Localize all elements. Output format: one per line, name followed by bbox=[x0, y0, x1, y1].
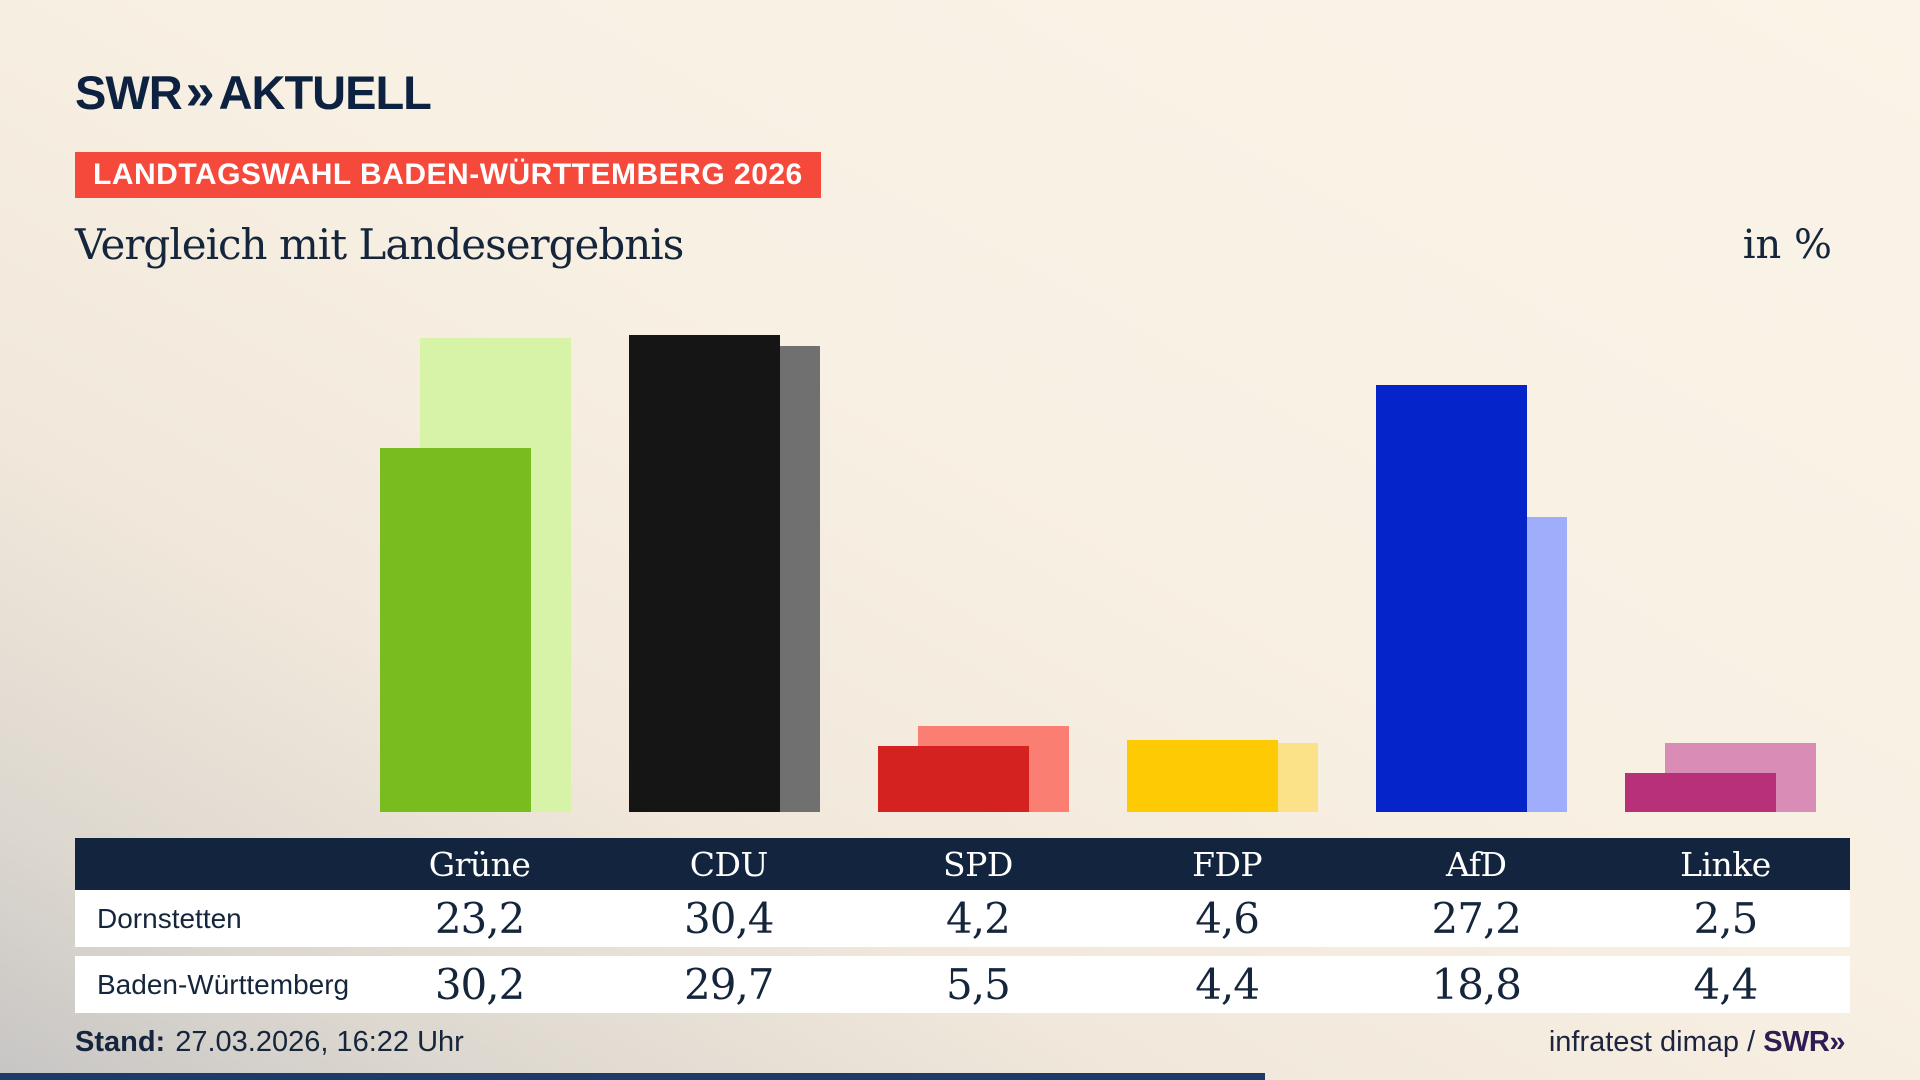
election-badge-label: LANDTAGSWAHL BADEN-WÜRTTEMBERG 2026 bbox=[93, 158, 803, 191]
header-cell-afd: AfD bbox=[1446, 844, 1507, 884]
election-badge: LANDTAGSWAHL BADEN-WÜRTTEMBERG 2026 bbox=[75, 152, 821, 198]
table-row-badenwuerttemberg: Baden-Württemberg 30,2 29,7 5,5 4,4 18,8 4,4 bbox=[75, 956, 1850, 1013]
timestamp-label: Stand: bbox=[75, 1026, 166, 1058]
bar-front-spd bbox=[878, 746, 1029, 812]
value-cell-afd: 18,8 bbox=[1431, 960, 1523, 1009]
source-text: infratest dimap / bbox=[1548, 1026, 1756, 1058]
value-cell-linke: 2,5 bbox=[1693, 894, 1759, 943]
table-header-row: Grüne CDU SPD FDP AfD Linke bbox=[75, 838, 1850, 890]
value-cell-cdu: 29,7 bbox=[684, 960, 775, 1009]
source-swr-brand: SWR» bbox=[1763, 1026, 1845, 1058]
bar-front-grüne bbox=[380, 448, 531, 812]
swr-aktuell-logo: SWR» AKTUELL bbox=[75, 62, 432, 122]
table-row-dornstetten: Dornstetten 23,2 30,4 4,2 4,6 27,2 2,5 bbox=[75, 890, 1850, 947]
row-label: Dornstetten bbox=[97, 902, 242, 934]
value-cell-spd: 5,5 bbox=[946, 960, 1011, 1009]
value-cell-fdp: 4,6 bbox=[1195, 894, 1260, 943]
header-cell-fdp: FDP bbox=[1192, 844, 1263, 884]
bar-front-fdp bbox=[1127, 740, 1278, 812]
value-cell-spd: 4,2 bbox=[946, 894, 1011, 943]
unit-label: in % bbox=[1742, 222, 1832, 268]
chart-title: Vergleich mit Landesergebnis bbox=[75, 220, 684, 269]
header-cell-cdu: CDU bbox=[689, 844, 769, 884]
source-credit: infratest dimap / SWR» bbox=[1548, 1026, 1846, 1059]
header-cell-linke: Linke bbox=[1680, 844, 1771, 884]
row-label: Baden-Württemberg bbox=[97, 968, 350, 1000]
swr-logo-text: SWR bbox=[75, 66, 183, 119]
bar-chart bbox=[380, 335, 1816, 812]
bar-front-afd bbox=[1376, 385, 1527, 812]
header-cell-spd: SPD bbox=[943, 844, 1013, 884]
aktuell-logo-text: AKTUELL bbox=[218, 66, 432, 119]
value-cell-fdp: 4,4 bbox=[1195, 960, 1260, 1009]
progress-bar bbox=[0, 1073, 1265, 1080]
timestamp-value: 27.03.2026, 16:22 Uhr bbox=[175, 1026, 464, 1058]
bar-front-linke bbox=[1625, 773, 1776, 812]
value-cell-grüne: 30,2 bbox=[434, 960, 526, 1009]
results-table: Grüne CDU SPD FDP AfD Linke Dornstetten 23,2 30… bbox=[75, 838, 1850, 1013]
header-cell-grüne: Grüne bbox=[428, 844, 531, 884]
timestamp: Stand: 27.03.2026, 16:22 Uhr bbox=[75, 1026, 464, 1059]
value-cell-cdu: 30,4 bbox=[684, 894, 775, 943]
value-cell-afd: 27,2 bbox=[1431, 894, 1523, 943]
value-cell-linke: 4,4 bbox=[1693, 960, 1759, 1009]
value-cell-grüne: 23,2 bbox=[434, 894, 526, 943]
bar-front-cdu bbox=[629, 335, 780, 812]
